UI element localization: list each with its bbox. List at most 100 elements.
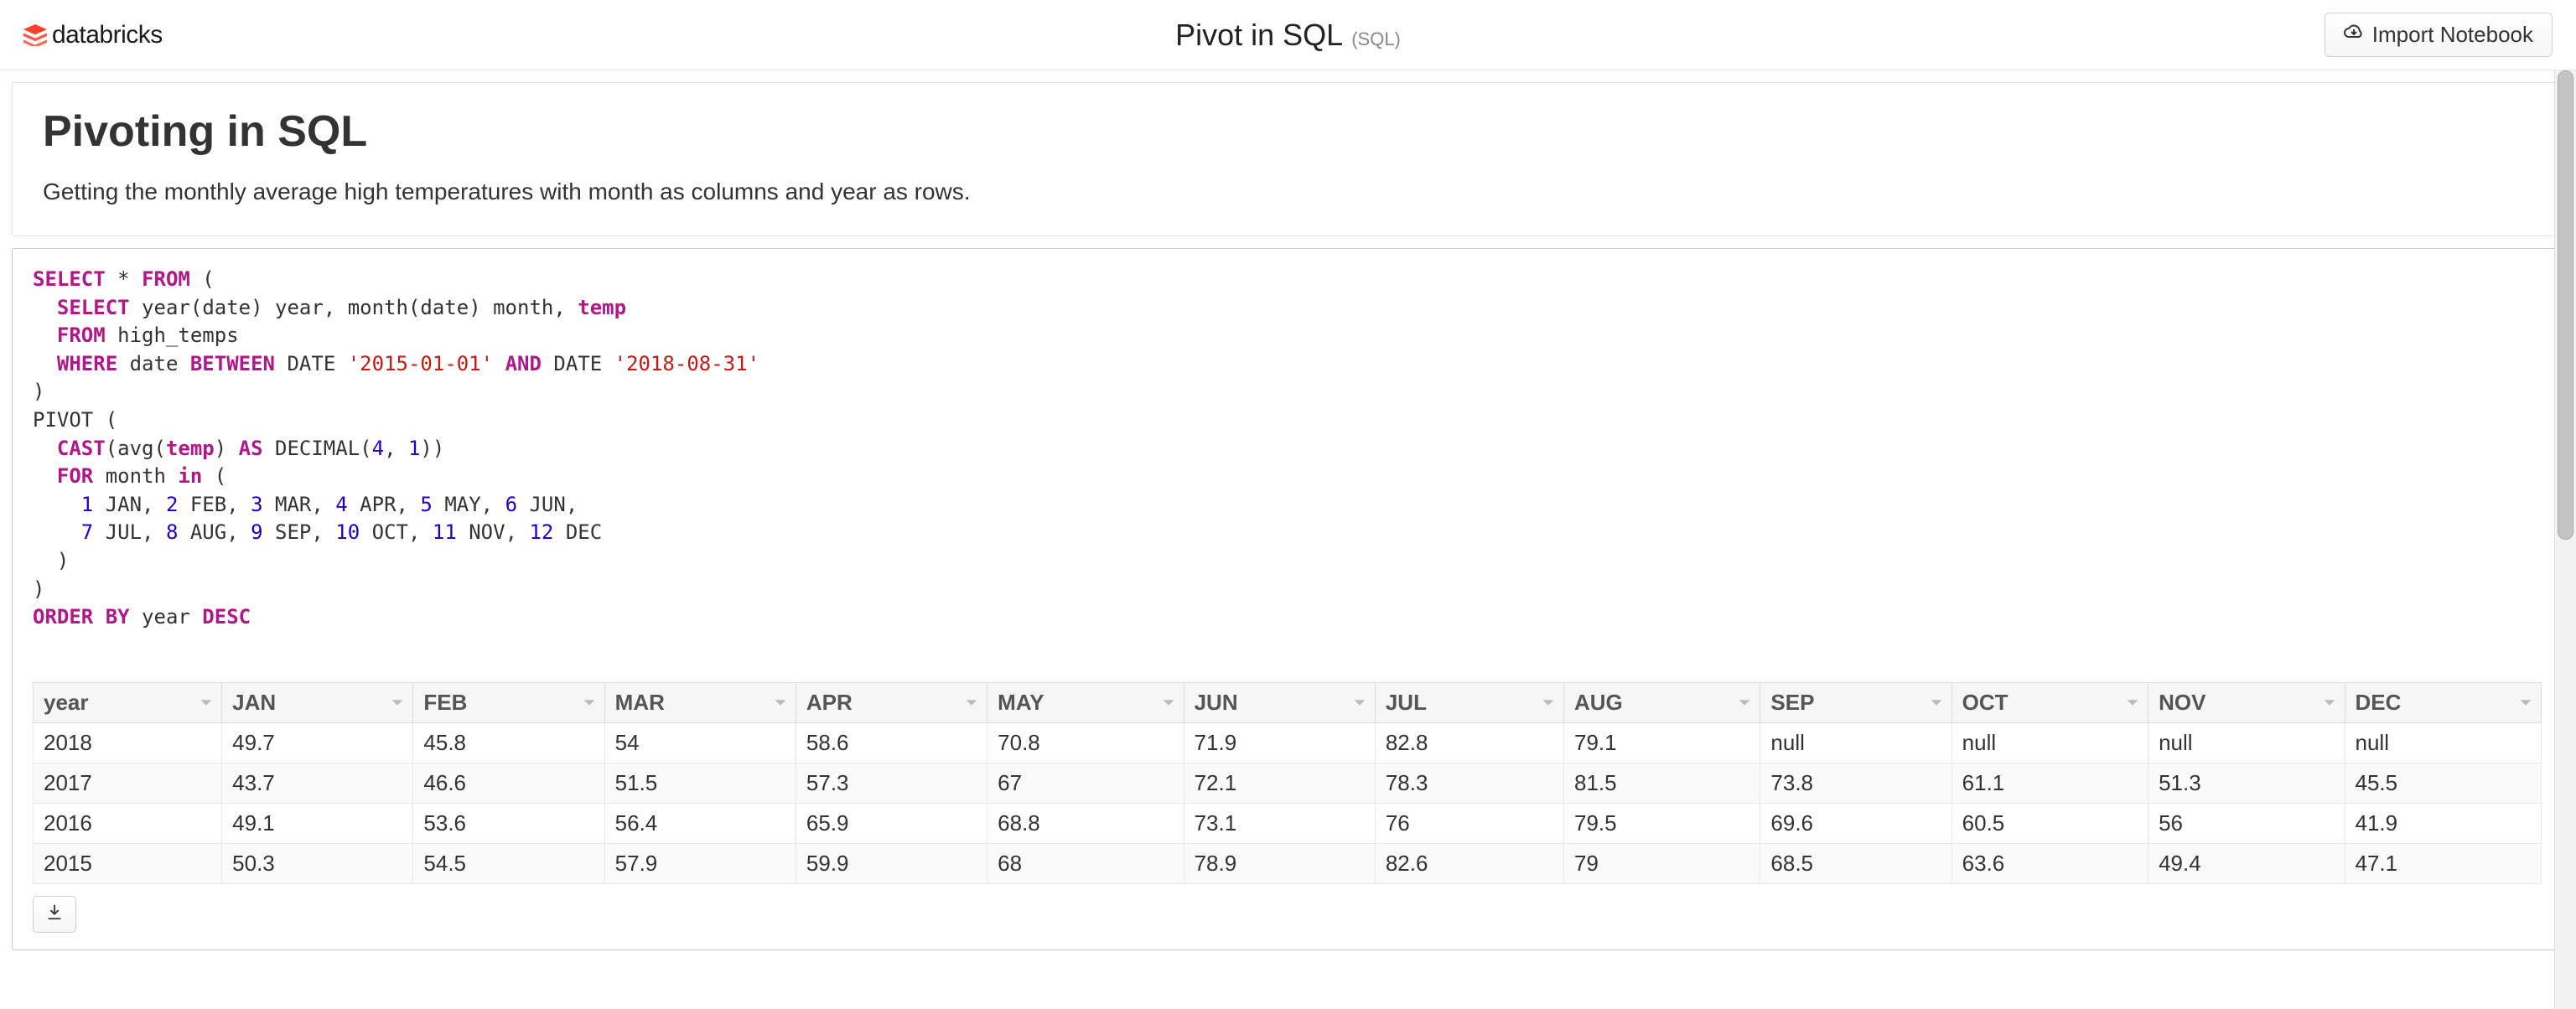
- sort-icon[interactable]: [1930, 690, 1943, 716]
- notebook-content: Pivoting in SQL Getting the monthly aver…: [0, 70, 2576, 962]
- result-table: year JAN FEB MAR APR MAY JUN JUL AUG SEP OCT NOV DEC…: [33, 682, 2542, 884]
- scrollbar-thumb[interactable]: [2558, 70, 2573, 540]
- column-header[interactable]: OCT: [1951, 682, 2148, 722]
- sort-icon[interactable]: [200, 690, 213, 716]
- column-header[interactable]: NOV: [2148, 682, 2345, 722]
- table-cell: 59.9: [796, 843, 987, 883]
- table-cell: 2018: [34, 722, 222, 763]
- table-cell: 43.7: [222, 763, 413, 803]
- column-header[interactable]: DEC: [2345, 682, 2542, 722]
- table-cell: 68.8: [987, 803, 1184, 843]
- import-button-label: Import Notebook: [2372, 22, 2533, 48]
- sort-icon[interactable]: [2126, 690, 2139, 716]
- column-header-label: SEP: [1770, 690, 1814, 715]
- column-header[interactable]: MAR: [604, 682, 796, 722]
- table-row: 201743.746.651.557.36772.178.381.573.861…: [34, 763, 2542, 803]
- table-cell: 63.6: [1951, 843, 2148, 883]
- sort-icon[interactable]: [2323, 690, 2336, 716]
- table-cell: 56.4: [604, 803, 796, 843]
- column-header[interactable]: MAY: [987, 682, 1184, 722]
- table-cell: 58.6: [796, 722, 987, 763]
- column-header-label: NOV: [2159, 690, 2205, 715]
- column-header-label: MAY: [998, 690, 1044, 715]
- table-cell: 71.9: [1184, 722, 1375, 763]
- sort-icon[interactable]: [1353, 690, 1366, 716]
- table-cell: 76: [1375, 803, 1563, 843]
- sort-icon[interactable]: [774, 690, 787, 716]
- download-results-button[interactable]: [33, 896, 76, 933]
- table-cell: null: [1760, 722, 1951, 763]
- databricks-icon: [23, 24, 47, 46]
- table-cell: 46.6: [413, 763, 604, 803]
- sort-icon[interactable]: [391, 690, 404, 716]
- table-row: 201849.745.85458.670.871.982.879.1nullnu…: [34, 722, 2542, 763]
- column-header[interactable]: SEP: [1760, 682, 1951, 722]
- table-cell: 81.5: [1563, 763, 1760, 803]
- table-cell: 78.3: [1375, 763, 1563, 803]
- sort-icon[interactable]: [2519, 690, 2532, 716]
- column-header[interactable]: AUG: [1563, 682, 1760, 722]
- top-bar: databricks Pivot in SQL (SQL) Import Not…: [0, 0, 2576, 70]
- table-cell: 51.3: [2148, 763, 2345, 803]
- table-cell: 82.6: [1375, 843, 1563, 883]
- table-cell: 2016: [34, 803, 222, 843]
- table-cell: 60.5: [1951, 803, 2148, 843]
- table-cell: 68.5: [1760, 843, 1951, 883]
- table-cell: null: [1951, 722, 2148, 763]
- column-header-label: OCT: [1962, 690, 2008, 715]
- column-header-label: AUG: [1574, 690, 1623, 715]
- table-cell: 78.9: [1184, 843, 1375, 883]
- column-header[interactable]: JUN: [1184, 682, 1375, 722]
- code-cell: SELECT * FROM ( SELECT year(date) year, …: [12, 248, 2564, 950]
- column-header[interactable]: FEB: [413, 682, 604, 722]
- sort-icon[interactable]: [1162, 690, 1175, 716]
- logo-text: databricks: [52, 21, 163, 49]
- table-row: 201649.153.656.465.968.873.17679.569.660…: [34, 803, 2542, 843]
- column-header-label: JAN: [232, 690, 276, 715]
- databricks-logo: databricks: [23, 21, 163, 49]
- table-cell: 2017: [34, 763, 222, 803]
- table-header-row: year JAN FEB MAR APR MAY JUN JUL AUG SEP OCT NOV DEC: [34, 682, 2542, 722]
- sort-icon[interactable]: [1738, 690, 1751, 716]
- table-cell: 2015: [34, 843, 222, 883]
- table-cell: 69.6: [1760, 803, 1951, 843]
- table-cell: 73.8: [1760, 763, 1951, 803]
- column-header[interactable]: year: [34, 682, 222, 722]
- table-cell: 49.7: [222, 722, 413, 763]
- table-cell: 61.1: [1951, 763, 2148, 803]
- sort-icon[interactable]: [1542, 690, 1555, 716]
- notebook-title: Pivot in SQL: [1175, 18, 1343, 53]
- sql-code-block[interactable]: SELECT * FROM ( SELECT year(date) year, …: [33, 266, 2543, 632]
- table-cell: 47.1: [2345, 843, 2542, 883]
- table-cell: 45.5: [2345, 763, 2542, 803]
- vertical-scrollbar[interactable]: [2554, 70, 2576, 1009]
- import-notebook-button[interactable]: Import Notebook: [2325, 13, 2553, 57]
- download-icon: [45, 903, 64, 925]
- column-header[interactable]: APR: [796, 682, 987, 722]
- table-cell: 72.1: [1184, 763, 1375, 803]
- sort-icon[interactable]: [583, 690, 596, 716]
- table-cell: 79: [1563, 843, 1760, 883]
- table-cell: 41.9: [2345, 803, 2542, 843]
- sort-icon[interactable]: [965, 690, 978, 716]
- table-cell: 49.1: [222, 803, 413, 843]
- column-header-label: year: [44, 690, 89, 715]
- table-cell: 51.5: [604, 763, 796, 803]
- table-cell: 79.5: [1563, 803, 1760, 843]
- table-cell: 45.8: [413, 722, 604, 763]
- table-cell: 82.8: [1375, 722, 1563, 763]
- column-header-label: JUN: [1195, 690, 1238, 715]
- table-cell: 70.8: [987, 722, 1184, 763]
- column-header[interactable]: JAN: [222, 682, 413, 722]
- column-header-label: MAR: [615, 690, 665, 715]
- column-header-label: APR: [806, 690, 853, 715]
- markdown-body: Getting the monthly average high tempera…: [43, 179, 2533, 205]
- notebook-language: (SQL): [1351, 28, 1401, 50]
- table-cell: 53.6: [413, 803, 604, 843]
- column-header-label: DEC: [2356, 690, 2402, 715]
- markdown-cell: Pivoting in SQL Getting the monthly aver…: [12, 82, 2564, 236]
- column-header-label: FEB: [423, 690, 467, 715]
- table-cell: 54: [604, 722, 796, 763]
- table-cell: 67: [987, 763, 1184, 803]
- column-header[interactable]: JUL: [1375, 682, 1563, 722]
